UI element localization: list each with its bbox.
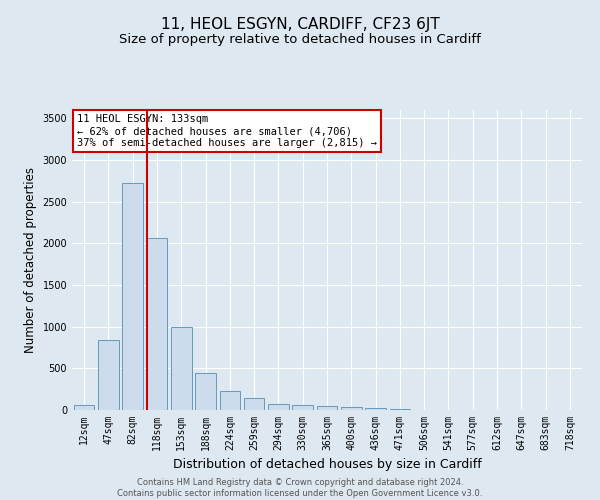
Bar	[98, 340, 119, 410]
Bar	[268, 404, 289, 410]
Bar	[74, 405, 94, 410]
Bar	[389, 409, 410, 410]
Bar	[220, 391, 240, 410]
Bar	[146, 238, 167, 410]
Y-axis label: Number of detached properties: Number of detached properties	[24, 167, 37, 353]
Bar	[317, 406, 337, 410]
Bar	[365, 408, 386, 410]
Bar	[292, 406, 313, 410]
Text: Size of property relative to detached houses in Cardiff: Size of property relative to detached ho…	[119, 32, 481, 46]
Bar	[195, 372, 216, 410]
Text: 11, HEOL ESGYN, CARDIFF, CF23 6JT: 11, HEOL ESGYN, CARDIFF, CF23 6JT	[161, 18, 439, 32]
Text: 11 HEOL ESGYN: 133sqm
← 62% of detached houses are smaller (4,706)
37% of semi-d: 11 HEOL ESGYN: 133sqm ← 62% of detached …	[77, 114, 377, 148]
Bar	[171, 326, 191, 410]
Bar	[341, 407, 362, 410]
Text: Contains HM Land Registry data © Crown copyright and database right 2024.
Contai: Contains HM Land Registry data © Crown c…	[118, 478, 482, 498]
Bar	[244, 398, 265, 410]
X-axis label: Distribution of detached houses by size in Cardiff: Distribution of detached houses by size …	[173, 458, 481, 471]
Bar	[122, 184, 143, 410]
